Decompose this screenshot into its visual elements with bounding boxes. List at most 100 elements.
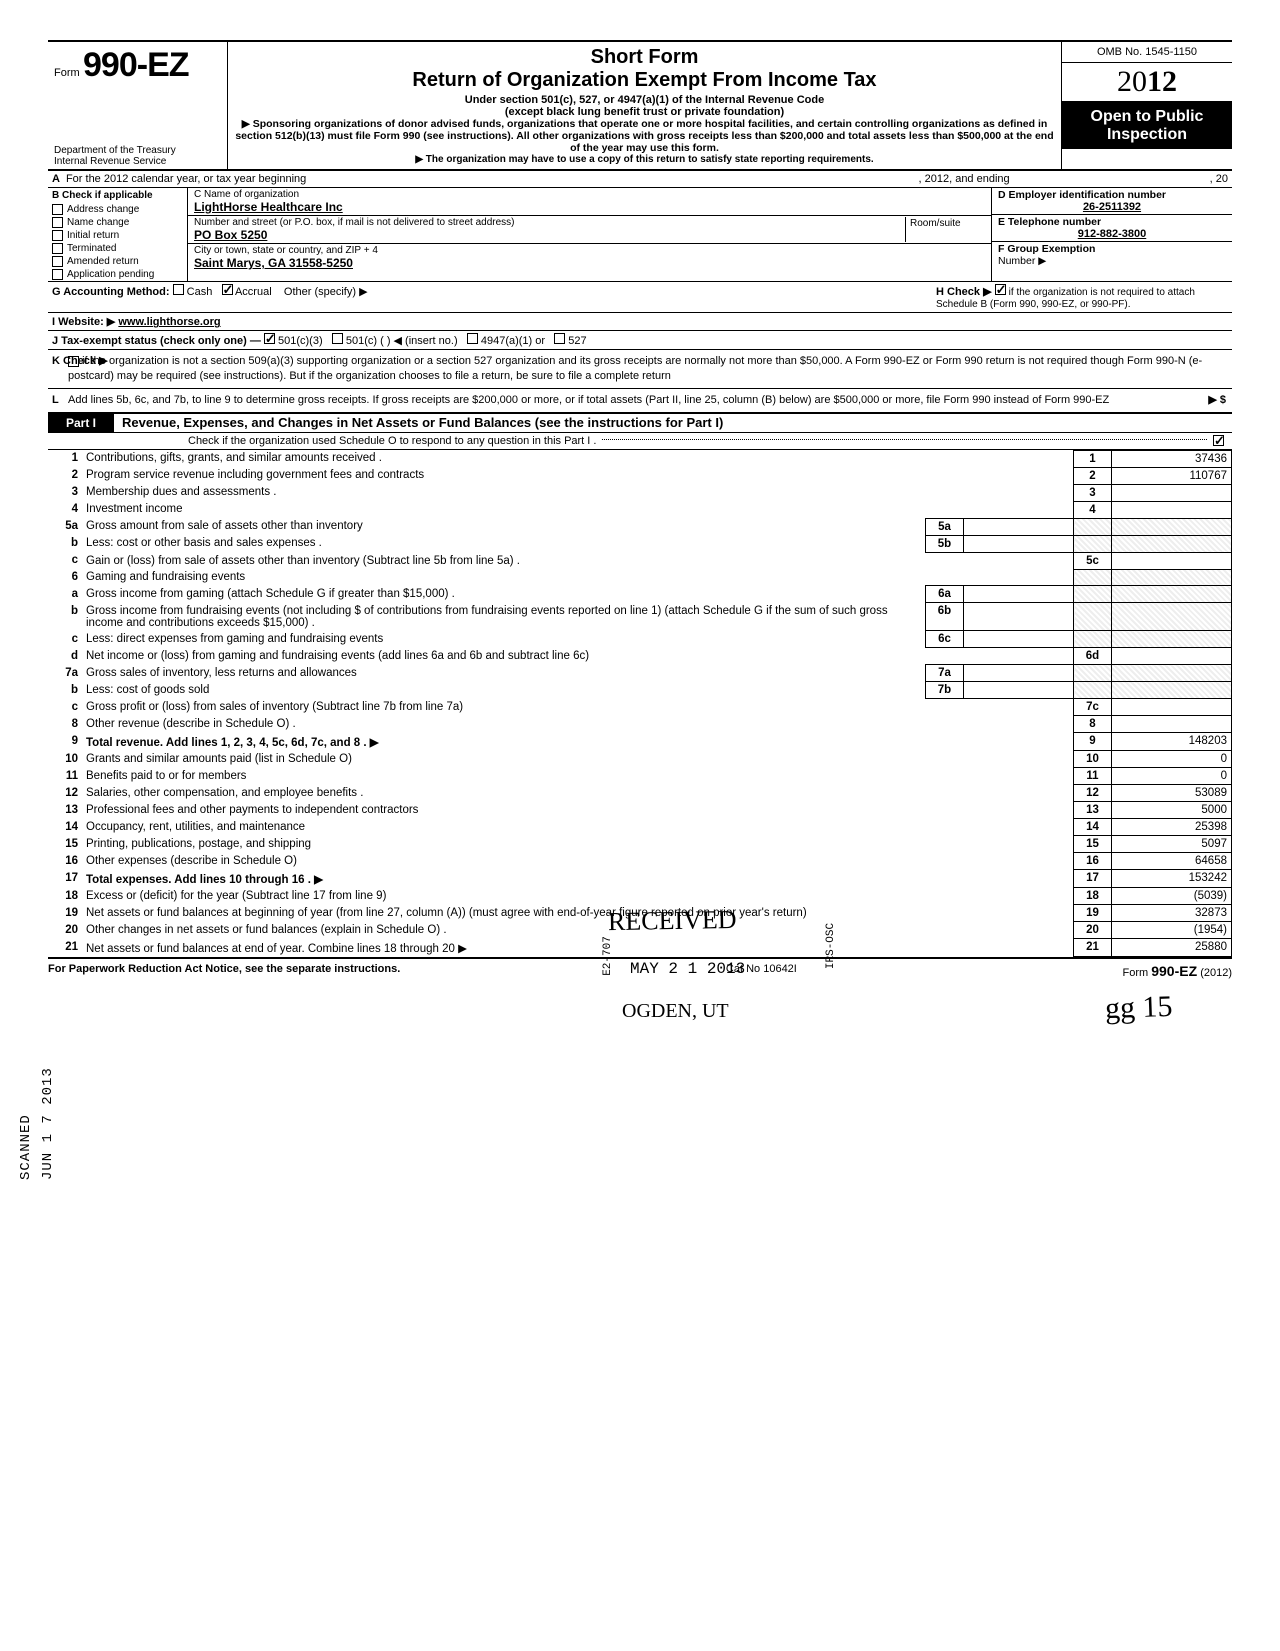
colb-name-change: Name change bbox=[48, 216, 187, 229]
line-num: 1 bbox=[48, 450, 82, 467]
line-num: b bbox=[48, 682, 82, 699]
j-4947-checkbox[interactable] bbox=[467, 333, 478, 344]
city-value: Saint Marys, GA 31558-5250 bbox=[194, 256, 985, 270]
right-value[interactable]: 110767 bbox=[1112, 467, 1232, 484]
form-number: 990-EZ bbox=[83, 46, 189, 84]
footer-form-year: (2012) bbox=[1197, 967, 1232, 979]
right-value[interactable]: 0 bbox=[1112, 768, 1232, 785]
j-501c3-checkbox[interactable] bbox=[264, 333, 275, 344]
stamp-irs-osc: IRS-OSC bbox=[825, 923, 837, 969]
mid-value[interactable] bbox=[964, 603, 1074, 631]
right-value[interactable]: 5000 bbox=[1112, 802, 1232, 819]
line-num: b bbox=[48, 603, 82, 631]
mid-value[interactable] bbox=[964, 682, 1074, 699]
right-value[interactable]: 64658 bbox=[1112, 853, 1232, 870]
right-value[interactable]: 148203 bbox=[1112, 733, 1232, 751]
cash-checkbox[interactable] bbox=[173, 284, 184, 295]
line-b: bGross income from fundraising events (n… bbox=[48, 603, 1232, 631]
line-num: 15 bbox=[48, 836, 82, 853]
colb-application-pending: Application pending bbox=[48, 268, 187, 281]
line-desc: Gain or (loss) from sale of assets other… bbox=[82, 552, 1074, 569]
right-value[interactable]: 32873 bbox=[1112, 905, 1232, 922]
line-16: 16Other expenses (describe in Schedule O… bbox=[48, 853, 1232, 870]
stamp-e2: E2-707 bbox=[602, 936, 614, 976]
right-shade bbox=[1074, 518, 1112, 535]
right-value[interactable] bbox=[1112, 552, 1232, 569]
line-3: 3Membership dues and assessments .3 bbox=[48, 484, 1232, 501]
right-label: 5c bbox=[1074, 552, 1112, 569]
cell-org-name: C Name of organization LightHorse Health… bbox=[188, 188, 991, 216]
col-b: B Check if applicable Address changeName… bbox=[48, 188, 188, 281]
mid-value[interactable] bbox=[964, 631, 1074, 648]
mid-value[interactable] bbox=[964, 518, 1074, 535]
right-shade2 bbox=[1112, 665, 1232, 682]
ein-value: 26-2511392 bbox=[998, 201, 1226, 213]
open-line2: Inspection bbox=[1066, 126, 1228, 144]
mid-value[interactable] bbox=[964, 535, 1074, 552]
right-label: 21 bbox=[1074, 939, 1112, 957]
line-12: 12Salaries, other compensation, and empl… bbox=[48, 785, 1232, 802]
website-value: www.lighthorse.org bbox=[118, 316, 220, 328]
right-value[interactable]: (5039) bbox=[1112, 888, 1232, 905]
line-i: I Website: ▶ www.lighthorse.org bbox=[48, 313, 1232, 331]
checkbox[interactable] bbox=[52, 217, 63, 228]
k-text: if the organization is not a section 509… bbox=[68, 355, 1202, 382]
right-label: 8 bbox=[1074, 716, 1112, 733]
right-label: 12 bbox=[1074, 785, 1112, 802]
colb-amended-return: Amended return bbox=[48, 255, 187, 268]
form-990ez: Form 990-EZ Department of the Treasury I… bbox=[48, 40, 1232, 979]
subtitle-except: (except black lung benefit trust or priv… bbox=[234, 106, 1055, 118]
right-value[interactable] bbox=[1112, 501, 1232, 518]
colb-terminated: Terminated bbox=[48, 242, 187, 255]
mid-value[interactable] bbox=[964, 665, 1074, 682]
checkbox[interactable] bbox=[52, 204, 63, 215]
j-527-checkbox[interactable] bbox=[554, 333, 565, 344]
form-header: Form 990-EZ Department of the Treasury I… bbox=[48, 42, 1232, 171]
dept-treasury: Department of the Treasury bbox=[54, 145, 221, 156]
line-num: b bbox=[48, 535, 82, 552]
checkbox[interactable] bbox=[52, 230, 63, 241]
right-shade bbox=[1074, 535, 1112, 552]
right-value[interactable] bbox=[1112, 484, 1232, 501]
h-checkbox[interactable] bbox=[995, 284, 1006, 295]
line-num: 9 bbox=[48, 733, 82, 751]
line-7a: 7aGross sales of inventory, less returns… bbox=[48, 665, 1232, 682]
right-value[interactable]: 5097 bbox=[1112, 836, 1232, 853]
right-label: 14 bbox=[1074, 819, 1112, 836]
mid-value[interactable] bbox=[964, 586, 1074, 603]
accrual-checkbox[interactable] bbox=[222, 284, 233, 295]
right-value[interactable]: 153242 bbox=[1112, 870, 1232, 888]
checkbox[interactable] bbox=[52, 256, 63, 267]
subtitle-code: Under section 501(c), 527, or 4947(a)(1)… bbox=[234, 94, 1055, 106]
dept-block: Department of the Treasury Internal Reve… bbox=[54, 145, 221, 167]
line-desc: Gaming and fundraising events bbox=[82, 569, 1074, 586]
right-value[interactable]: 25398 bbox=[1112, 819, 1232, 836]
line-g: G Accounting Method: Cash Accrual Other … bbox=[48, 282, 932, 312]
right-value[interactable]: 37436 bbox=[1112, 450, 1232, 467]
j-501c-checkbox[interactable] bbox=[332, 333, 343, 344]
right-value[interactable]: 53089 bbox=[1112, 785, 1232, 802]
right-label: 3 bbox=[1074, 484, 1112, 501]
checkbox[interactable] bbox=[52, 269, 63, 280]
right-value[interactable]: 25880 bbox=[1112, 939, 1232, 957]
line-d: dNet income or (loss) from gaming and fu… bbox=[48, 648, 1232, 665]
ein-label: D Employer identification number bbox=[998, 189, 1226, 201]
right-value[interactable] bbox=[1112, 648, 1232, 665]
right-value[interactable] bbox=[1112, 716, 1232, 733]
line-desc: Printing, publications, postage, and shi… bbox=[82, 836, 1074, 853]
part1-schedule-o-checkbox[interactable] bbox=[1213, 435, 1224, 446]
phone-label: E Telephone number bbox=[998, 216, 1226, 228]
checkbox-label: Application pending bbox=[67, 269, 154, 280]
part1-header: Part I Revenue, Expenses, and Changes in… bbox=[48, 414, 1232, 433]
right-value[interactable]: 0 bbox=[1112, 751, 1232, 768]
right-value[interactable]: (1954) bbox=[1112, 922, 1232, 939]
right-value[interactable] bbox=[1112, 699, 1232, 716]
checkbox[interactable] bbox=[52, 243, 63, 254]
phone-value: 912-882-3800 bbox=[998, 228, 1226, 240]
open-line1: Open to Public bbox=[1066, 108, 1228, 126]
line-desc: Net income or (loss) from gaming and fun… bbox=[82, 648, 1074, 665]
line-num: 6 bbox=[48, 569, 82, 586]
line-desc: Net assets or fund balances at beginning… bbox=[82, 905, 1074, 922]
line-11: 11Benefits paid to or for members110 bbox=[48, 768, 1232, 785]
line-num: 5a bbox=[48, 518, 82, 535]
